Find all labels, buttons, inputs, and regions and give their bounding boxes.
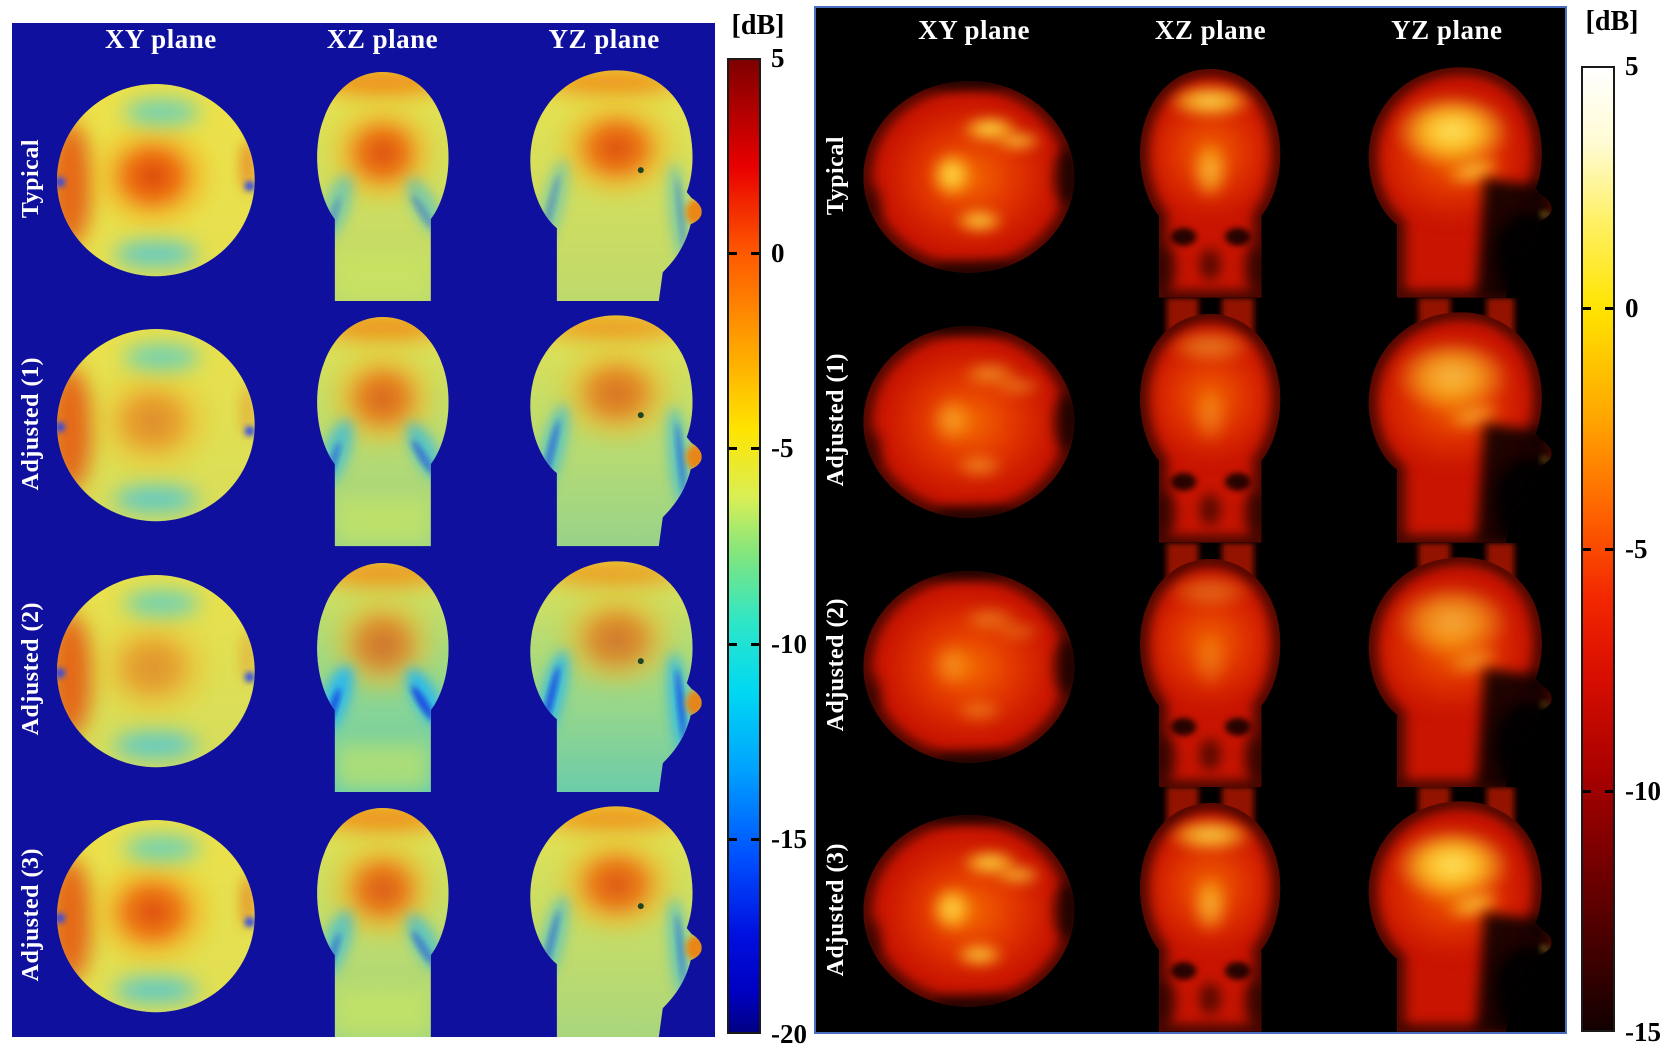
heatmap-cell-left-r3-sagittal (493, 547, 715, 792)
right-column-header-xz: XZ plane (1154, 15, 1267, 45)
heatmap-cell-left-r4-sagittal (493, 792, 715, 1037)
colorbar-tick-mark (1583, 789, 1591, 793)
colorbar-tick-mark (751, 837, 759, 841)
heatmap-cell-right-r4-sagittal (1329, 787, 1565, 1032)
heatmap-cell-left-r4-coronal (272, 792, 494, 1037)
left-colorbar: [dB] 5 0 -5 -10 -15 -20 (724, 10, 810, 1049)
right-column-header-xy: XY plane (918, 15, 1031, 45)
right-colorbar-tick-label: 0 (1625, 292, 1639, 323)
left-column-header-xy: XY plane (104, 24, 217, 54)
right-row-label-2: Adjusted (1) (816, 298, 856, 543)
right-panel: XY plane XZ plane YZ plane Typical Adjust… (814, 6, 1567, 1034)
row-label-text: Typical (822, 135, 849, 215)
right-colorbar-tick-label: -5 (1625, 534, 1648, 564)
right-colorbar-ticks: 5 0 -5 -10 -15 (1581, 51, 1661, 1047)
left-row-label-1: Typical (12, 56, 50, 301)
heatmap-cell-right-r2-sagittal (1329, 297, 1565, 543)
row-label-text: Adjusted (1) (17, 357, 44, 491)
heatmap-cell-left-r3-coronal (272, 547, 494, 792)
heatmap-cell-right-r3-axial (856, 543, 1092, 788)
left-column-header-yz: YZ plane (548, 24, 660, 54)
right-column-header-yz: YZ plane (1391, 15, 1503, 45)
heatmap-cell-left-r3-axial (50, 547, 272, 792)
row-label-text: Adjusted (2) (17, 602, 44, 736)
left-colorbar-tick-label: -10 (771, 628, 807, 659)
left-colorbar-ticks: 5 0 -5 -10 -15 -20 (727, 43, 807, 1049)
heatmap-cell-left-r1-sagittal (493, 56, 715, 302)
colorbar-tick-mark (1605, 789, 1613, 793)
left-panel-corner (12, 23, 50, 56)
right-colorbar: [dB] 5 0 -5 -10 -15 (1578, 6, 1664, 1047)
left-colorbar-tick-label: 5 (771, 43, 785, 73)
colorbar-tick-mark (1605, 306, 1613, 310)
colorbar-tick-mark (1605, 548, 1613, 551)
left-colorbar-tick-label: 0 (771, 238, 785, 269)
heatmap-cell-left-r2-sagittal (493, 301, 715, 547)
heatmap-cell-right-r1-axial (856, 53, 1092, 298)
colorbar-tick-mark (751, 642, 759, 646)
right-colorbar-unit-label: [dB] (1585, 6, 1639, 37)
heatmap-cell-right-r3-coronal (1092, 542, 1328, 788)
right-colorbar-tick-label: -10 (1625, 775, 1661, 806)
row-label-text: Adjusted (3) (17, 847, 44, 982)
colorbar-tick-mark (729, 642, 737, 646)
heatmap-cell-left-r2-coronal (272, 301, 494, 547)
right-panel-corner (816, 8, 856, 53)
heatmap-cell-left-r1-axial (50, 56, 272, 301)
heatmap-cell-right-r4-axial (856, 787, 1092, 1032)
colorbar-tick-mark (1583, 306, 1591, 310)
right-colorbar-tick-label: -15 (1625, 1017, 1661, 1047)
row-label-text: Adjusted (1) (822, 353, 849, 487)
colorbar-tick-mark (729, 252, 737, 256)
left-column-header-xz: XZ plane (326, 24, 439, 54)
left-row-label-3: Adjusted (2) (12, 547, 50, 792)
heatmap-cell-left-r4-axial (50, 792, 272, 1037)
left-colorbar-tick-label: -5 (771, 433, 794, 464)
row-label-text: Typical (17, 139, 44, 219)
heatmap-cell-right-r4-coronal (1092, 787, 1328, 1032)
right-colorbar-tick-label: 5 (1625, 51, 1639, 81)
left-colorbar-tick-label: -15 (771, 823, 807, 854)
heatmap-cell-right-r2-axial (856, 298, 1092, 543)
colorbar-tick-mark (729, 837, 737, 841)
left-panel: XY plane XZ plane YZ plane Typical Adjust… (12, 23, 715, 1037)
left-row-label-2: Adjusted (1) (12, 301, 50, 546)
left-colorbar-unit-label: [dB] (731, 10, 785, 41)
colorbar-tick-mark (1583, 548, 1591, 551)
left-colorbar-tick-label: -20 (771, 1019, 807, 1049)
row-label-text: Adjusted (2) (822, 598, 849, 732)
colorbar-tick-mark (751, 447, 759, 451)
row-label-text: Adjusted (3) (822, 842, 849, 977)
colorbar-tick-mark (751, 252, 759, 256)
heatmap-cell-left-r2-axial (50, 301, 272, 546)
left-colorbar-gradient (727, 58, 761, 1034)
heatmap-cell-left-r1-coronal (272, 56, 494, 302)
right-row-label-4: Adjusted (3) (816, 787, 856, 1032)
right-row-label-3: Adjusted (2) (816, 543, 856, 788)
heatmap-cell-right-r1-sagittal (1329, 53, 1565, 298)
left-row-label-4: Adjusted (3) (12, 792, 50, 1037)
colorbar-tick-mark (729, 447, 737, 451)
heatmap-cell-right-r3-sagittal (1329, 542, 1565, 788)
right-row-label-1: Typical (816, 53, 856, 298)
heatmap-cell-right-r2-coronal (1092, 297, 1328, 543)
heatmap-cell-right-r1-coronal (1092, 53, 1328, 298)
